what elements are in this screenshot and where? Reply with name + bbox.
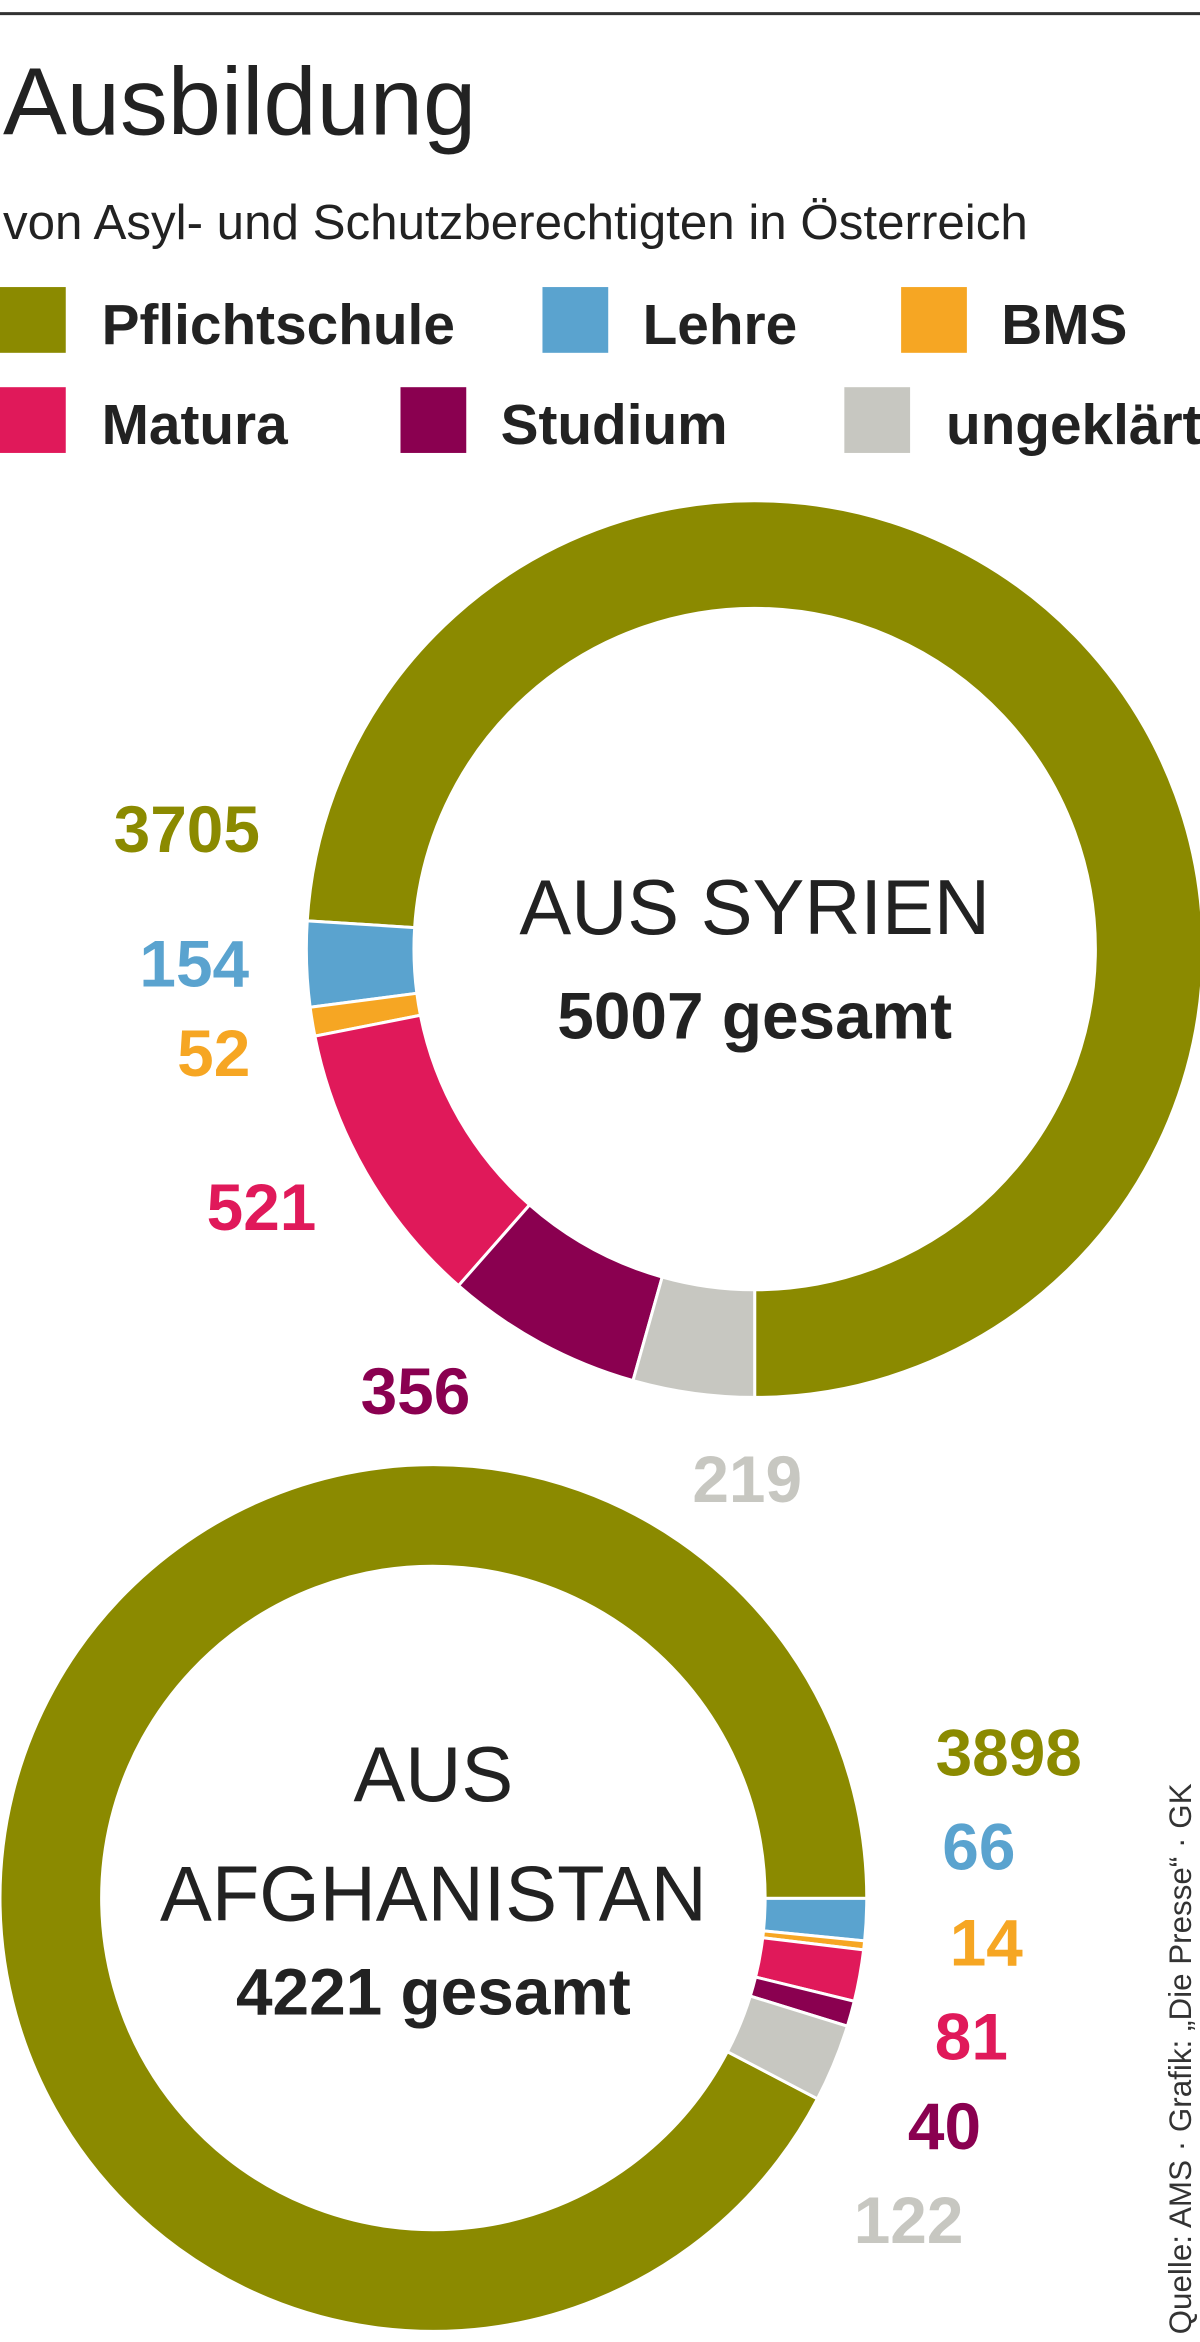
value-label: 81: [935, 1999, 1008, 2073]
donut-total: 5007 gesamt: [557, 979, 952, 1053]
legend-swatch: [844, 387, 911, 453]
legend-label: ungeklärt: [946, 394, 1200, 457]
legend-label: Pflichtschule: [102, 294, 455, 357]
legend-swatch: [0, 287, 66, 353]
value-label: 3705: [114, 792, 260, 866]
value-label: 219: [692, 1442, 802, 1516]
legend-label: Lehre: [643, 294, 798, 357]
value-label: 40: [908, 2089, 981, 2163]
donut-total: 4221 gesamt: [236, 1955, 631, 2029]
value-label: 14: [950, 1905, 1024, 1979]
donut-segment: [0, 1463, 869, 2333]
value-label: 52: [177, 1016, 250, 1090]
value-label: 66: [942, 1810, 1015, 1884]
legend-label: BMS: [1001, 294, 1127, 357]
donut-title: AUS: [353, 1732, 513, 1818]
value-label: 521: [207, 1170, 317, 1244]
legend-swatch: [400, 387, 467, 453]
legend-label: Matura: [102, 394, 289, 457]
donut-segment: [313, 1013, 532, 1288]
subtitle: von Asyl- und Schutzberechtigten in Öste…: [3, 195, 1028, 250]
donut-segment: [456, 1202, 665, 1383]
value-label: 154: [139, 926, 249, 1000]
title: Ausbildung: [3, 49, 476, 156]
legend-swatch: [0, 387, 66, 453]
value-label: 356: [361, 1354, 471, 1428]
value-label: 122: [854, 2183, 964, 2257]
source: Quelle: AMS · Grafik: „Die Presse“ · GK: [1163, 1783, 1198, 2334]
donut-segment: [631, 1275, 757, 1399]
donut-segment: [304, 919, 419, 1009]
donut-title: AFGHANISTAN: [160, 1851, 707, 1937]
donut-segment: [725, 1994, 850, 2101]
value-label: 3898: [936, 1715, 1082, 1789]
legend-swatch: [542, 287, 609, 353]
donut-segment: [308, 991, 423, 1038]
donut-title: AUS SYRIEN: [519, 865, 990, 951]
donut-segment: [305, 499, 1200, 1399]
legend-label: Studium: [501, 394, 728, 457]
legend-swatch: [901, 287, 967, 353]
